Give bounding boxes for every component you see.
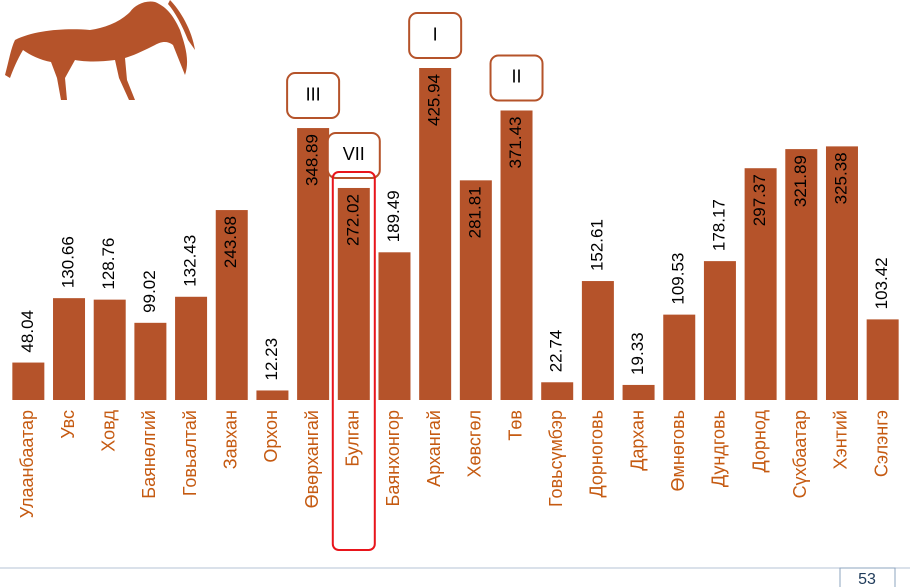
- value-label: 272.02: [343, 194, 362, 246]
- value-label: 321.89: [791, 155, 810, 207]
- value-label: 103.42: [872, 257, 891, 309]
- bar: [12, 362, 45, 400]
- category-label: Дорноговь: [587, 410, 607, 498]
- value-label: 348.89: [303, 134, 322, 186]
- value-label: 425.94: [425, 74, 444, 126]
- category-label: Өвөрхангай: [302, 410, 322, 508]
- bar: [134, 322, 167, 400]
- bar: [419, 68, 452, 400]
- value-label: 152.61: [587, 219, 606, 271]
- rank-box: [489, 54, 544, 102]
- bar: [541, 382, 574, 400]
- category-label: Баянхонгор: [383, 410, 403, 506]
- horse-icon: [5, 0, 195, 101]
- bar: [175, 296, 208, 400]
- category-label: Ховд: [98, 410, 118, 452]
- category-label: Улаанбаатар: [17, 410, 37, 518]
- value-label: 128.76: [99, 238, 118, 290]
- value-label: 297.37: [750, 174, 769, 226]
- rank-label: VII: [343, 144, 365, 164]
- value-label: 109.53: [669, 253, 688, 305]
- value-label: 189.49: [384, 190, 403, 242]
- category-label: Архангай: [424, 410, 444, 487]
- rank-box: [408, 12, 463, 59]
- category-label: Завхан: [221, 410, 241, 469]
- bar: [825, 146, 858, 400]
- bar: [53, 298, 86, 400]
- rank-label: I: [433, 24, 438, 44]
- category-label: Орхон: [261, 410, 281, 463]
- value-label: 130.66: [59, 236, 78, 288]
- value-label: 132.43: [181, 235, 200, 287]
- bar: [866, 319, 899, 400]
- value-label: 99.02: [140, 270, 159, 313]
- rank-box: [326, 131, 381, 179]
- category-label: Сүхбаатар: [790, 410, 810, 498]
- category-label: Булган: [343, 410, 363, 467]
- page-number-box: [839, 567, 896, 587]
- rank-label: III: [306, 84, 321, 104]
- value-label: 178.17: [709, 199, 728, 251]
- bar: [581, 281, 614, 400]
- bar: [459, 180, 492, 400]
- value-label: 19.33: [628, 332, 647, 375]
- bar: [663, 314, 696, 400]
- category-label: Баянөлгий: [139, 410, 159, 499]
- bar: [785, 149, 818, 400]
- category-label: Төв: [505, 410, 525, 441]
- category-label: Хөвсгөл: [465, 410, 485, 477]
- category-label: Дорнод: [749, 410, 769, 473]
- bar: [744, 168, 777, 400]
- rank-label: II: [512, 67, 522, 87]
- bar: [337, 187, 370, 400]
- value-label: 48.04: [18, 310, 37, 353]
- bar: [703, 261, 736, 400]
- bar: [500, 110, 533, 401]
- bar: [622, 384, 655, 400]
- value-label: 371.43: [506, 116, 525, 168]
- category-label: Говьалтай: [180, 410, 200, 496]
- value-label: 243.68: [221, 216, 240, 268]
- page-number: 53: [858, 571, 876, 587]
- category-label: Говьсүмбэр: [546, 410, 566, 507]
- category-label: Өмнөговь: [668, 410, 688, 491]
- bar: [378, 252, 411, 400]
- bar: [215, 210, 248, 400]
- bar: [297, 128, 330, 400]
- category-label: Дархан: [627, 410, 647, 471]
- category-label: Хэнтий: [831, 410, 851, 469]
- bar: [93, 299, 126, 400]
- category-label: Увс: [58, 410, 78, 439]
- category-label: Дундговь: [709, 410, 729, 487]
- rank-box: [286, 72, 341, 120]
- value-label: 325.38: [831, 152, 850, 204]
- value-label: 12.23: [262, 338, 281, 381]
- value-label: 281.81: [465, 186, 484, 238]
- category-label: Сэлэнгэ: [871, 410, 891, 477]
- highlight-frame: [331, 170, 376, 551]
- bar: [256, 390, 289, 400]
- value-label: 22.74: [547, 330, 566, 373]
